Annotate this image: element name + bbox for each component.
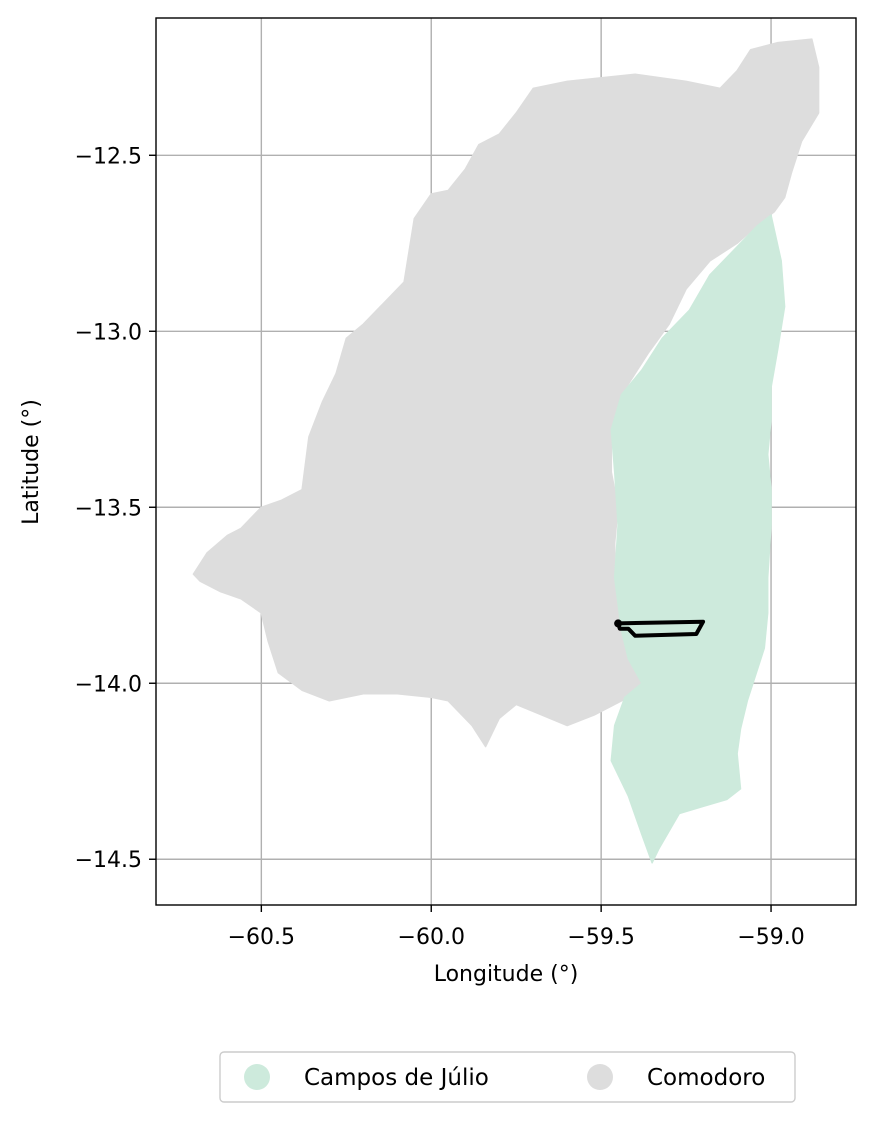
y-tick-label: −13.5 — [75, 496, 142, 521]
y-axis-label: Latitude (°) — [19, 399, 44, 525]
x-tick-label: −59.5 — [567, 925, 634, 950]
x-tick-label: −60.5 — [228, 925, 295, 950]
region-polygons — [192, 38, 820, 864]
legend-swatch-comodoro — [587, 1064, 613, 1090]
legend-label-campos-de-julio: Campos de Júlio — [304, 1065, 489, 1091]
plot-frame — [155, 17, 857, 906]
legend-swatch-campos-de-julio — [244, 1064, 270, 1090]
x-axis-label: Longitude (°) — [434, 962, 579, 987]
outline-marker — [614, 619, 623, 628]
axis-ticks: −60.5 −60.0 −59.5 −59.0 −12.5 −13.0 −13.5 −14.0… — [75, 144, 805, 950]
x-tick-label: −60.0 — [398, 925, 465, 950]
x-tick-label: −59.0 — [737, 925, 804, 950]
y-tick-label: −14.0 — [75, 672, 142, 697]
y-tick-label: −14.5 — [75, 848, 142, 873]
legend-label-comodoro: Comodoro — [647, 1065, 765, 1091]
y-tick-label: −12.5 — [75, 144, 142, 169]
y-tick-label: −13.0 — [75, 320, 142, 345]
legend-box — [219, 1051, 796, 1103]
legend: Campos de Júlio Comodoro — [219, 1051, 796, 1103]
campos-de-julio-region — [610, 214, 786, 864]
boundary-outline — [616, 619, 706, 638]
